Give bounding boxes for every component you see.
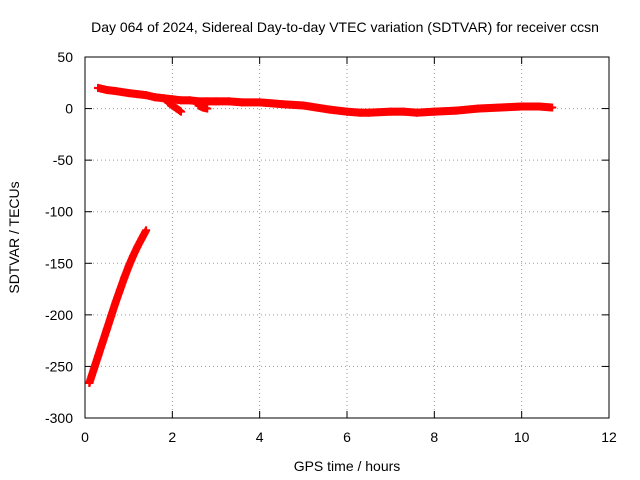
data-point	[94, 352, 103, 361]
data-point	[412, 108, 421, 117]
data-point	[212, 97, 220, 106]
y-tick-label: -50	[53, 152, 73, 168]
data-point	[98, 338, 107, 347]
chart-title: Day 064 of 2024, Sidereal Day-to-day VTE…	[91, 19, 599, 35]
y-axis-title: SDTVAR / TECUs	[6, 181, 22, 293]
data-point	[399, 107, 408, 116]
data-point	[163, 98, 172, 107]
data-point	[452, 106, 461, 115]
y-tick-label: -150	[45, 255, 73, 271]
data-point	[111, 87, 120, 96]
x-tick-label: 2	[168, 429, 176, 445]
data-point	[124, 262, 133, 271]
data-point	[159, 94, 168, 103]
data-point	[299, 101, 308, 110]
x-tick-label: 0	[81, 429, 89, 445]
x-tick-label: 4	[256, 429, 264, 445]
data-point	[238, 98, 247, 107]
y-tick-label: -250	[45, 358, 73, 374]
data-points	[85, 83, 557, 387]
y-tick-label: -100	[45, 204, 73, 220]
data-point	[356, 108, 365, 117]
data-point	[177, 107, 186, 116]
data-point	[172, 104, 181, 113]
data-point	[343, 107, 351, 116]
data-point	[364, 108, 373, 117]
data-point	[386, 107, 395, 116]
data-point	[225, 97, 234, 106]
y-tick-label: -300	[45, 410, 73, 426]
data-point	[203, 104, 212, 113]
data-point	[281, 100, 290, 109]
data-point	[194, 101, 203, 110]
data-point	[255, 98, 264, 107]
x-tick-label: 12	[601, 429, 617, 445]
data-point	[177, 96, 186, 105]
data-point	[85, 378, 94, 387]
data-point	[120, 273, 129, 282]
y-tick-label: 50	[57, 49, 73, 65]
data-point	[325, 105, 334, 114]
y-tick-label: 0	[65, 101, 73, 117]
data-point	[430, 107, 439, 116]
data-point	[89, 365, 98, 374]
data-point	[102, 325, 111, 334]
x-tick-label: 8	[430, 429, 438, 445]
data-point	[102, 86, 111, 95]
y-tick-label: -200	[45, 307, 73, 323]
data-point	[115, 286, 124, 295]
data-point	[312, 103, 321, 112]
data-point	[548, 103, 557, 112]
data-point	[535, 102, 544, 111]
data-point	[150, 93, 159, 102]
x-tick-label: 6	[343, 429, 351, 445]
data-point	[495, 103, 504, 112]
data-point	[203, 97, 212, 106]
data-point	[94, 83, 103, 92]
data-point	[107, 311, 116, 320]
data-point	[142, 226, 151, 235]
data-point	[111, 298, 120, 307]
data-point	[124, 89, 133, 98]
data-point	[268, 99, 277, 108]
data-point	[517, 102, 526, 111]
data-point	[185, 96, 194, 105]
data-point	[198, 103, 207, 112]
x-tick-label: 10	[514, 429, 530, 445]
data-point	[168, 101, 177, 110]
data-point	[142, 91, 151, 100]
axis-ticks: 0 2 4 6 8 10 12 -300 -250 -200 -150 -100 -50 0 50	[45, 49, 617, 445]
data-point	[133, 242, 142, 251]
data-point	[137, 234, 146, 243]
data-point	[474, 104, 482, 113]
x-axis-title: GPS time / hours	[294, 458, 401, 474]
data-point	[133, 90, 142, 99]
data-point	[129, 252, 138, 261]
